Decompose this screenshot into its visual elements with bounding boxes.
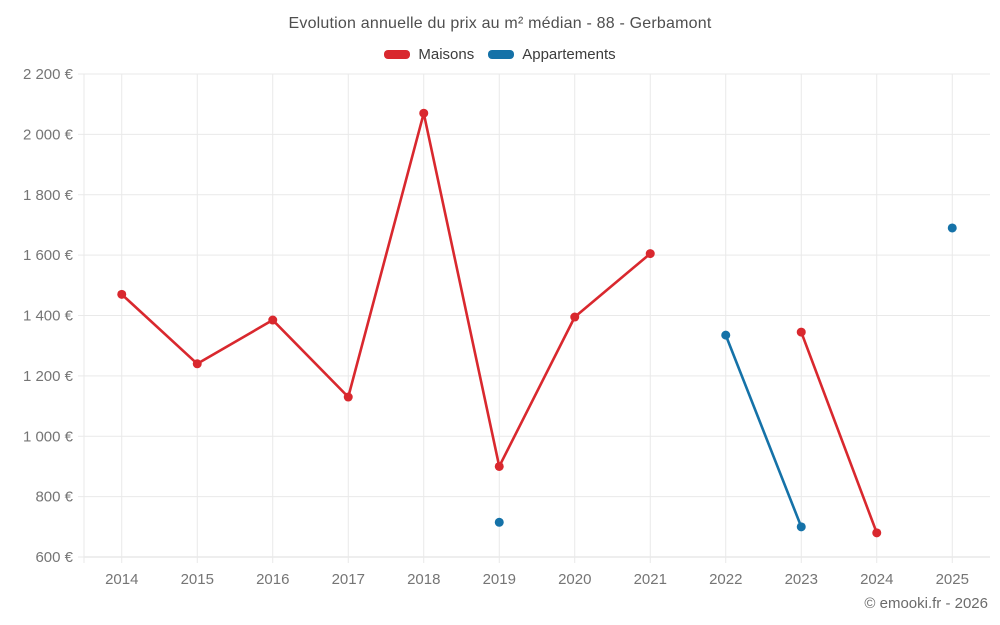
data-point-maisons-2019[interactable]	[494, 461, 504, 471]
series-line-maisons	[271, 318, 350, 399]
legend-label-appartements: Appartements	[522, 46, 616, 63]
chart-title: Evolution annuelle du prix au m² médian …	[288, 15, 712, 32]
data-point-maisons-2015[interactable]	[192, 359, 202, 369]
x-tick-label: 2016	[256, 571, 289, 588]
y-tick-label: 800 €	[35, 489, 73, 506]
y-tick-label: 1 200 €	[23, 368, 74, 385]
x-tick-label: 2015	[181, 571, 214, 588]
x-tick-label: 2021	[634, 571, 667, 588]
series-line-maisons	[120, 293, 199, 366]
x-tick-label: 2020	[558, 571, 591, 588]
legend-item-appartements[interactable]: Appartements	[488, 46, 616, 63]
chart-legend: Maisons Appartements	[0, 46, 1000, 63]
data-point-maisons-2017[interactable]	[343, 392, 353, 402]
data-point-maisons-2016[interactable]	[268, 315, 278, 325]
series-line-maisons	[799, 330, 879, 535]
data-point-appartements-2023[interactable]	[796, 522, 806, 532]
data-point-appartements-2022[interactable]	[721, 330, 731, 340]
y-tick-label: 1 400 €	[23, 308, 74, 325]
data-point-maisons-2024[interactable]	[872, 528, 882, 538]
data-point-maisons-2021[interactable]	[645, 249, 655, 259]
x-tick-label: 2022	[709, 571, 742, 588]
x-tick-label: 2018	[407, 571, 440, 588]
y-tick-label: 600 €	[35, 549, 73, 566]
series-line-maisons	[422, 111, 501, 468]
series-line-maisons	[497, 315, 577, 468]
x-tick-label: 2017	[332, 571, 365, 588]
data-point-maisons-2014[interactable]	[117, 289, 127, 299]
y-tick-label: 2 200 €	[23, 66, 74, 83]
y-tick-label: 1 000 €	[23, 428, 74, 445]
series-line-maisons	[195, 318, 275, 366]
series-line-appartements	[724, 333, 803, 529]
x-tick-label: 2019	[483, 571, 516, 588]
appartements-swatch-icon	[488, 50, 515, 59]
data-point-appartements-2019[interactable]	[494, 517, 504, 527]
y-tick-label: 2 000 €	[23, 126, 74, 143]
x-tick-label: 2023	[785, 571, 818, 588]
legend-item-maisons[interactable]: Maisons	[384, 46, 474, 63]
legend-label-maisons: Maisons	[418, 46, 475, 63]
copyright: © emooki.fr - 2026	[864, 595, 988, 612]
x-tick-label: 2025	[936, 571, 969, 588]
data-point-maisons-2023[interactable]	[796, 327, 806, 337]
x-tick-label: 2014	[105, 571, 138, 588]
y-tick-label: 1 800 €	[23, 187, 74, 204]
maisons-swatch-icon	[384, 50, 411, 59]
data-point-maisons-2020[interactable]	[570, 312, 580, 322]
data-point-appartements-2025[interactable]	[947, 223, 957, 233]
data-point-maisons-2018[interactable]	[419, 108, 429, 118]
series-line-maisons	[573, 252, 652, 319]
series-line-maisons	[346, 111, 426, 399]
x-tick-label: 2024	[860, 571, 893, 588]
y-tick-label: 1 600 €	[23, 247, 74, 264]
